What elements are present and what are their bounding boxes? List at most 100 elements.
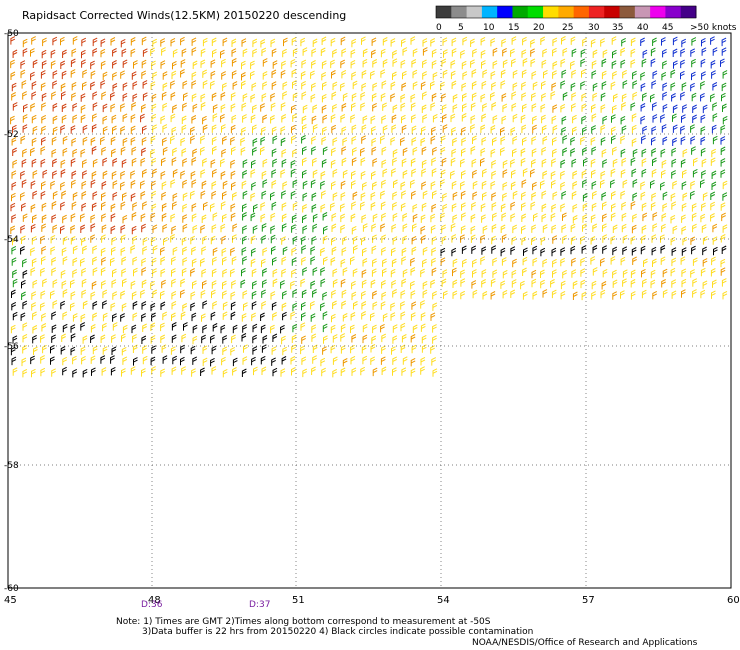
wind-barb [620,169,626,178]
wind-barb [171,334,177,343]
wind-barb [562,135,568,144]
wind-barb [650,279,656,289]
wind-barb [20,135,26,144]
wind-barb [40,146,46,155]
wind-barb [262,71,268,80]
wind-barb [570,148,576,157]
wind-barb [471,245,477,254]
wind-barb [291,36,297,46]
wind-barb [21,202,26,212]
wind-barb [372,181,377,190]
wind-barb [32,59,38,68]
wind-barb [241,102,247,112]
wind-barb [300,71,306,80]
wind-barb [431,48,437,58]
wind-barb [171,300,177,310]
wind-barb [311,115,317,125]
wind-barb [171,366,177,375]
legend-label: 0 [436,23,442,33]
wind-barb [681,82,687,91]
wind-barb [722,115,728,125]
wind-barb [362,48,368,57]
wind-barb [70,225,76,234]
wind-barb [391,223,397,233]
wind-barb [40,158,46,168]
wind-barb [90,223,96,232]
wind-barb [60,159,66,169]
wind-barb [291,269,296,278]
wind-barb [222,191,227,200]
wind-barb [241,38,247,47]
wind-barb [22,148,27,158]
wind-barb [512,190,518,200]
wind-barb [250,60,255,70]
wind-barb [120,146,126,156]
wind-barb [351,124,357,134]
wind-barb [70,158,76,167]
wind-barb [452,104,458,113]
wind-barb [431,157,437,166]
wind-barb [332,334,338,343]
wind-barb [312,213,318,223]
wind-barb [291,124,296,134]
wind-barb [500,69,506,78]
wind-barb [272,268,278,278]
wind-barb [331,70,336,79]
wind-barb [190,135,195,144]
wind-barb [292,92,298,101]
wind-barb [582,147,587,156]
legend-label: 30 [588,23,600,33]
wind-barb [490,148,496,158]
wind-barb [630,269,636,278]
wind-barb [171,322,177,331]
wind-barb [361,124,367,133]
wind-barb [410,158,416,167]
wind-barb [51,214,57,223]
wind-barb [22,124,28,133]
wind-barb [302,204,307,213]
wind-barb [670,236,676,246]
wind-barb [160,246,165,256]
wind-barb [652,70,658,79]
wind-barb [481,136,487,146]
wind-barb [411,235,417,245]
wind-barb [21,158,27,168]
wind-barb [631,224,637,234]
wind-barb [261,300,267,310]
wind-barb [12,269,17,278]
wind-barb [270,38,276,48]
wind-barb [11,257,17,266]
wind-barb [470,59,475,68]
wind-barb [620,59,626,69]
wind-barb [431,60,437,69]
wind-barb [22,270,28,279]
wind-barb [531,192,537,201]
wind-barb [351,367,357,376]
wind-barb [390,136,396,146]
lon-tick-label: 54 [437,595,450,606]
wind-barb [352,235,358,245]
wind-barb [432,113,438,123]
wind-barb [510,181,516,190]
wind-barb [182,192,188,201]
wind-barb [351,102,356,112]
wind-barb [191,213,197,222]
wind-barb [470,225,476,235]
wind-barb [90,214,96,223]
wind-barb [101,192,106,201]
wind-barb [632,80,638,89]
wind-barb [362,334,368,344]
wind-barb [641,58,647,68]
wind-barb [72,36,78,45]
wind-barb [212,168,217,178]
wind-barb [340,213,346,223]
wind-barb [142,201,147,210]
wind-barb [681,38,687,48]
wind-barb [230,346,236,356]
wind-barb [700,80,705,90]
wind-barb [542,136,548,145]
wind-barb [572,280,578,289]
wind-barb [171,278,176,288]
wind-barb [172,246,178,256]
wind-barb [371,93,377,102]
